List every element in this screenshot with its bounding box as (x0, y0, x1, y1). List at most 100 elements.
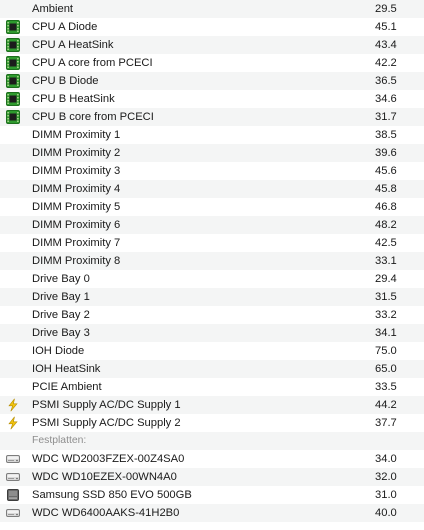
sensor-row[interactable]: DIMM Proximity 6 48.2 (0, 216, 424, 234)
blank-icon-slot (6, 218, 20, 232)
cpu-chip-icon (6, 20, 20, 34)
cpu-chip-icon (6, 92, 20, 106)
sensor-row[interactable]: DIMM Proximity 3 45.6 (0, 162, 424, 180)
sensor-row[interactable]: CPU B HeatSink 34.6 (0, 90, 424, 108)
sensor-label: CPU B HeatSink (32, 93, 115, 105)
sensor-row[interactable]: DIMM Proximity 4 45.8 (0, 180, 424, 198)
sensor-row[interactable]: IOH HeatSink 65.0 (0, 360, 424, 378)
sensor-value: 45.8 (375, 183, 397, 195)
sensor-value: 29.4 (375, 273, 397, 285)
cpu-chip-icon (6, 110, 20, 124)
sensor-label: Samsung SSD 850 EVO 500GB (32, 489, 192, 501)
blank-icon-slot (6, 254, 20, 268)
sensor-value: 65.0 (375, 363, 397, 375)
hard-drive-icon (6, 452, 20, 466)
sensor-label: CPU B Diode (32, 75, 99, 87)
blank-icon-slot (6, 290, 20, 304)
sensor-row[interactable]: DIMM Proximity 8 33.1 (0, 252, 424, 270)
sensor-row[interactable]: CPU A HeatSink 43.4 (0, 36, 424, 54)
blank-icon-slot (6, 308, 20, 322)
sensor-row[interactable]: IOH Diode 75.0 (0, 342, 424, 360)
sensor-label: DIMM Proximity 5 (32, 201, 121, 213)
sensor-value: 43.4 (375, 39, 397, 51)
cpu-chip-icon (6, 38, 20, 52)
sensor-value: 34.6 (375, 93, 397, 105)
sensor-label: DIMM Proximity 4 (32, 183, 121, 195)
blank-icon-slot (6, 2, 20, 16)
hard-drive-icon (6, 470, 20, 484)
sensor-row[interactable]: CPU B core from PCECI 31.7 (0, 108, 424, 126)
blank-icon-slot (6, 146, 20, 160)
sensor-value: 75.0 (375, 345, 397, 357)
hard-drive-icon (6, 506, 20, 520)
sensor-row[interactable]: WDC WD2003FZEX-00Z4SA0 34.0 (0, 450, 424, 468)
sensor-label: WDC WD6400AAKS-41H2B0 (32, 507, 180, 519)
sensor-label: Drive Bay 2 (32, 309, 90, 321)
sensor-value: 32.0 (375, 471, 397, 483)
sensor-label: PCIE Ambient (32, 381, 102, 393)
blank-icon-slot (6, 380, 20, 394)
sensor-value: 36.5 (375, 75, 397, 87)
sensor-row[interactable]: WDC WD6400AAKS-41H2B0 40.0 (0, 504, 424, 522)
blank-icon-slot (6, 164, 20, 178)
sensor-value: 42.5 (375, 237, 397, 249)
sensor-value: 31.5 (375, 291, 397, 303)
blank-icon-slot (6, 362, 20, 376)
sensor-label: DIMM Proximity 6 (32, 219, 121, 231)
blank-icon-slot (6, 200, 20, 214)
sensor-label: WDC WD2003FZEX-00Z4SA0 (32, 453, 185, 465)
sensor-value: 31.7 (375, 111, 397, 123)
section-header: Festplatten: (0, 432, 424, 450)
sensor-label: IOH Diode (32, 345, 85, 357)
sensor-value: 33.1 (375, 255, 397, 267)
sensor-row[interactable]: CPU B Diode 36.5 (0, 72, 424, 90)
sensor-row[interactable]: CPU A Diode 45.1 (0, 18, 424, 36)
sensor-value: 45.1 (375, 21, 397, 33)
sensor-value: 29.5 (375, 3, 397, 15)
sensor-row[interactable]: Ambient 29.5 (0, 0, 424, 18)
sensor-label: Drive Bay 0 (32, 273, 90, 285)
sensor-label: Ambient (32, 3, 74, 15)
sensor-label: CPU A HeatSink (32, 39, 114, 51)
sensor-row[interactable]: Drive Bay 3 34.1 (0, 324, 424, 342)
sensor-label: Drive Bay 3 (32, 327, 90, 339)
sensor-value: 38.5 (375, 129, 397, 141)
blank-icon-slot (6, 128, 20, 142)
sensor-value: 46.8 (375, 201, 397, 213)
sensor-label: IOH HeatSink (32, 363, 101, 375)
sensor-label: DIMM Proximity 7 (32, 237, 121, 249)
section-label: Festplatten: (32, 435, 87, 446)
sensor-row[interactable]: Drive Bay 1 31.5 (0, 288, 424, 306)
sensor-label: DIMM Proximity 1 (32, 129, 121, 141)
sensor-value: 44.2 (375, 399, 397, 411)
sensor-row[interactable]: DIMM Proximity 1 38.5 (0, 126, 424, 144)
sensor-row[interactable]: PSMI Supply AC/DC Supply 2 37.7 (0, 414, 424, 432)
sensor-label: DIMM Proximity 3 (32, 165, 121, 177)
sensor-value: 39.6 (375, 147, 397, 159)
sensor-row[interactable]: Drive Bay 0 29.4 (0, 270, 424, 288)
blank-icon-slot (6, 236, 20, 250)
sensor-label: WDC WD10EZEX-00WN4A0 (32, 471, 177, 483)
sensor-label: DIMM Proximity 2 (32, 147, 121, 159)
sensor-row[interactable]: DIMM Proximity 5 46.8 (0, 198, 424, 216)
sensor-label: Drive Bay 1 (32, 291, 90, 303)
sensor-row[interactable]: Drive Bay 2 33.2 (0, 306, 424, 324)
cpu-chip-icon (6, 56, 20, 70)
ssd-drive-icon (6, 488, 20, 502)
sensor-value: 33.5 (375, 381, 397, 393)
sensor-value: 45.6 (375, 165, 397, 177)
blank-icon-slot (6, 272, 20, 286)
sensor-value: 42.2 (375, 57, 397, 69)
sensor-value: 40.0 (375, 507, 397, 519)
sensor-label: DIMM Proximity 8 (32, 255, 121, 267)
sensor-row[interactable]: DIMM Proximity 7 42.5 (0, 234, 424, 252)
sensor-row[interactable]: Samsung SSD 850 EVO 500GB 31.0 (0, 486, 424, 504)
sensor-row[interactable]: PCIE Ambient 33.5 (0, 378, 424, 396)
sensor-row[interactable]: DIMM Proximity 2 39.6 (0, 144, 424, 162)
sensor-row[interactable]: CPU A core from PCECI 42.2 (0, 54, 424, 72)
sensor-row[interactable]: WDC WD10EZEX-00WN4A0 32.0 (0, 468, 424, 486)
lightning-bolt-icon (6, 416, 20, 430)
sensor-value: 34.1 (375, 327, 397, 339)
sensor-row[interactable]: PSMI Supply AC/DC Supply 1 44.2 (0, 396, 424, 414)
